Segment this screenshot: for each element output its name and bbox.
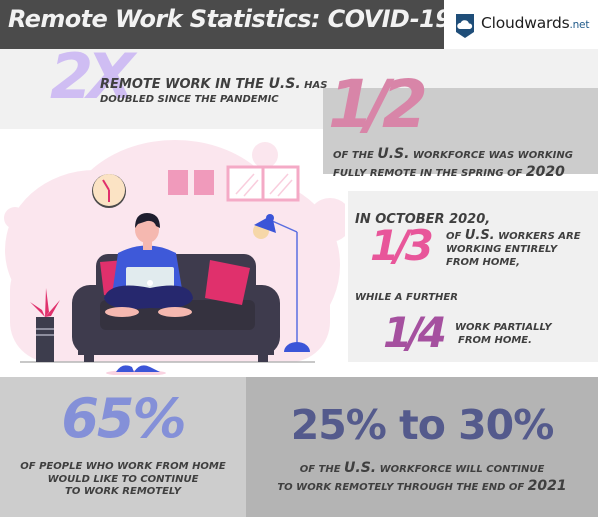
header-bar [0, 0, 444, 49]
caption-text: to work remotely through the end of [277, 481, 528, 493]
stat-figure-2x: 2X [50, 40, 135, 113]
slippers-icon [106, 365, 166, 375]
stat-panel-range [246, 377, 598, 517]
stat-caption-65: of people who work from home would like … [0, 461, 246, 499]
stat-panel-october [348, 191, 598, 362]
stat-caption-third: of U.S. workers are working entirely fro… [446, 228, 581, 269]
caption-line: would like to continue [47, 473, 199, 485]
caption-line: from home, [446, 256, 520, 268]
stat-caption-half: of the U.S. workforce was working fully … [333, 146, 573, 181]
caption-line: work partially [455, 322, 552, 333]
caption-text: fully remote in the spring of [333, 167, 526, 179]
caption-text: workforce was working [409, 150, 573, 161]
stat-panel-65 [0, 377, 246, 517]
stat-figure-quarter: 1/4 [383, 308, 447, 357]
caption-text: Remote work in the [100, 77, 269, 92]
stat-panel-half [323, 88, 598, 174]
picture-frame [168, 170, 188, 195]
caption-emphasis: U.S. [377, 146, 410, 162]
caption-text: has [300, 80, 328, 91]
logo-tld: .net [569, 19, 590, 31]
stat-figure-half: 1/2 [328, 66, 428, 143]
right-margin [598, 0, 600, 519]
caption-emphasis: U.S. [464, 228, 495, 243]
caption-emphasis: 2021 [527, 477, 567, 494]
stat-intro-october: In October 2020, [355, 212, 491, 227]
cloud-shield-icon [456, 14, 474, 38]
wall-clock-icon [92, 174, 126, 208]
page-title: Remote Work Statistics: COVID-19 [8, 5, 452, 33]
stat-caption-2x: Remote work in the U.S. has doubled sinc… [100, 76, 327, 106]
stat-caption-quarter: work partially from home. [455, 322, 552, 347]
person-icon [104, 213, 193, 317]
stat-figure-range: 25% to 30% [290, 401, 555, 449]
caption-line: to work remotely [65, 486, 181, 497]
caption-text: of the [299, 464, 345, 475]
plant-icon [30, 288, 60, 362]
caption-emphasis: U.S. [268, 76, 301, 92]
caption-line: from home. [458, 334, 532, 346]
caption-text: of [446, 231, 465, 242]
stat-figure-third: 1/3 [370, 221, 434, 270]
caption-text: of the [333, 150, 378, 161]
caption-text: workforce will continue [376, 464, 545, 475]
logo-wordmark: Cloudwards.net [481, 14, 589, 32]
stat-connector-while: while a further [355, 292, 458, 303]
caption-line: working entirely [446, 244, 558, 256]
floor-lamp-icon [253, 214, 310, 352]
stat-caption-range: of the U.S. workforce will continue to w… [246, 460, 598, 495]
picture-frame [194, 170, 214, 195]
stat-figure-65: 65% [61, 387, 186, 450]
remote-worker-illustration [4, 140, 345, 375]
caption-emphasis: U.S. [344, 460, 377, 476]
caption-line: doubled since the pandemic [100, 93, 279, 105]
caption-line: of people who work from home [20, 461, 226, 472]
window [226, 165, 300, 202]
logo-name: Cloudwards [481, 14, 570, 32]
caption-text: workers are [494, 231, 581, 242]
caption-emphasis: 2020 [525, 163, 565, 180]
